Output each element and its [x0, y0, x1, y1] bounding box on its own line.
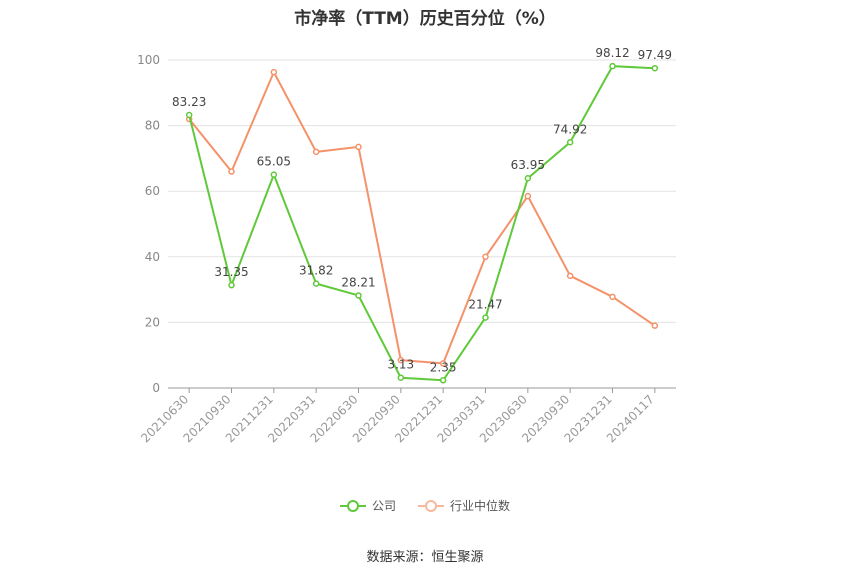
- legend-swatch-company: [339, 499, 366, 513]
- data-label: 65.05: [257, 155, 291, 169]
- data-point-industry-median: [566, 272, 574, 280]
- y-tick-label: 20: [145, 315, 160, 329]
- data-point-company: [482, 314, 489, 321]
- legend-label-company: 公司: [371, 499, 396, 513]
- data-point-company: [355, 292, 362, 299]
- data-point-company: [228, 281, 235, 289]
- data-label: 28.21: [341, 275, 375, 289]
- series-line-industry-median: [188, 71, 656, 365]
- data-label: 21.47: [468, 298, 502, 312]
- y-tick-label: 0: [152, 381, 160, 395]
- data-label: 3.13: [387, 358, 414, 372]
- data-point-industry-median: [355, 143, 362, 151]
- data-point-company: [609, 62, 616, 70]
- line-chart: 0204060801002021063020210930202112312022…: [137, 46, 676, 445]
- legend-item-company[interactable]: 公司: [339, 497, 396, 514]
- data-point-company: [270, 171, 278, 178]
- data-label: 63.95: [511, 158, 545, 172]
- data-point-industry-median: [524, 192, 532, 200]
- data-point-industry-median: [228, 168, 235, 175]
- legend-item-industry-median[interactable]: 行业中位数: [418, 497, 510, 514]
- data-point-company: [312, 280, 320, 287]
- y-tick-label: 80: [145, 119, 160, 133]
- legend-label-industry-median: 行业中位数: [450, 499, 511, 513]
- data-point-industry-median: [651, 322, 659, 329]
- data-point-company: [439, 377, 447, 384]
- data-point-industry-median: [312, 148, 320, 156]
- series-line-company: [188, 65, 655, 382]
- data-label: 98.12: [595, 46, 629, 60]
- data-point-company: [651, 64, 659, 72]
- legend: 公司 行业中位数: [0, 497, 850, 514]
- data-point-industry-median: [439, 360, 447, 367]
- legend-swatch-industry-median: [418, 499, 444, 513]
- data-point-company: [566, 139, 574, 146]
- chart-title: 市净率（TTM）历史百分位（%）: [294, 9, 556, 29]
- y-tick-label: 60: [145, 184, 160, 198]
- data-point-company: [185, 111, 193, 119]
- data-label: 31.82: [299, 264, 333, 278]
- data-point-industry-median: [609, 293, 616, 301]
- y-tick-label: 40: [145, 250, 160, 264]
- data-point-company: [397, 374, 405, 381]
- data-label: 97.49: [638, 48, 672, 62]
- source-note: 数据来源：恒生聚源: [366, 550, 484, 565]
- y-tick-label: 100: [137, 53, 160, 67]
- data-point-company: [524, 174, 532, 182]
- data-label: 31.35: [214, 265, 248, 279]
- data-label: 2.35: [430, 360, 457, 374]
- data-point-industry-median: [270, 68, 278, 76]
- data-point-industry-median: [397, 356, 405, 364]
- data-label: 83.23: [172, 95, 206, 109]
- data-label: 74.92: [553, 122, 587, 136]
- data-point-industry-median: [482, 253, 489, 261]
